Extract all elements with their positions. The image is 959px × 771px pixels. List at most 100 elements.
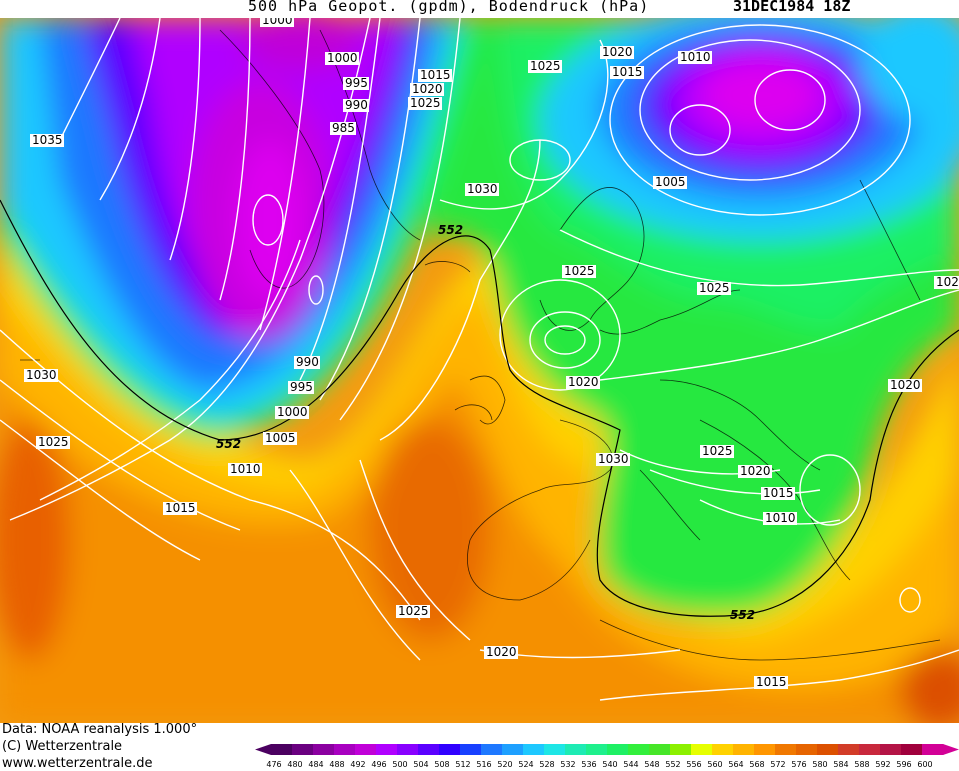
color-scale-swatch: [481, 744, 503, 755]
color-scale-ticks: 476 480 484 488 492 496 500 504 508 512 516 520 524 5…: [266, 760, 932, 769]
isobar-label: 995: [290, 380, 313, 394]
isobar-label: 1020: [486, 645, 517, 659]
color-scale-swatch: [880, 744, 902, 755]
color-scale-tick-label: 556: [686, 760, 701, 769]
isobar-label: 1005: [655, 175, 686, 189]
color-scale-swatch: [712, 744, 734, 755]
color-scale-swatch: [355, 744, 377, 755]
color-scale-tick-label: 588: [854, 760, 869, 769]
color-scale-arrow-left: [255, 744, 271, 755]
color-scale-tick-label: 504: [413, 760, 428, 769]
color-scale-tick-label: 488: [329, 760, 344, 769]
color-scale-swatch: [733, 744, 755, 755]
isobar-label: 1020: [568, 375, 599, 389]
color-scale-swatch: [292, 744, 314, 755]
color-scale-swatch: [775, 744, 797, 755]
color-scale-tick-label: 528: [539, 760, 554, 769]
data-source: Data: NOAA reanalysis 1.000°: [2, 722, 198, 737]
isobar-label: 1030: [598, 452, 629, 466]
color-scale-tick-label: 492: [350, 760, 365, 769]
contour-label-552: 552: [216, 437, 241, 451]
color-scale-tick-label: 572: [770, 760, 785, 769]
isobar-label: 1025: [564, 264, 595, 278]
color-scale-swatch: [628, 744, 650, 755]
color-scale-tick-label: 476: [266, 760, 281, 769]
color-scale-swatch: [460, 744, 482, 755]
color-scale-tick-label: 496: [371, 760, 386, 769]
contour-552-labels: 552 552 552: [216, 223, 755, 622]
color-scale-swatch: [376, 744, 398, 755]
coastlines: [20, 29, 941, 661]
color-scale-swatch: [817, 744, 839, 755]
color-scale-swatch: [754, 744, 776, 755]
color-scale-tick-label: 540: [602, 760, 617, 769]
color-scale-swatch: [271, 744, 293, 755]
color-scale-tick-label: 596: [896, 760, 911, 769]
color-scale-swatch: [691, 744, 713, 755]
isobar-label: 1025: [38, 435, 69, 449]
isobar-label: 1005: [265, 431, 296, 445]
contour-label-552: 552: [438, 223, 463, 237]
isobar-label: 1020: [740, 464, 771, 478]
isobar-label: 1015: [756, 675, 787, 689]
color-scale-tick-label: 508: [434, 760, 449, 769]
isobar-labels: 1000 1000 995 990 985 1015 1020 1025 103…: [24, 18, 959, 689]
color-scale-swatch: [439, 744, 461, 755]
color-scale-tick-label: 576: [791, 760, 806, 769]
color-scale-swatch: [796, 744, 818, 755]
contour-label-552: 552: [730, 608, 755, 622]
isobar-label: 1015: [420, 68, 451, 82]
color-scale-tick-label: 552: [665, 760, 680, 769]
isobar-label: 1035: [32, 133, 63, 147]
color-scale-swatch: [586, 744, 608, 755]
isobar-label: 1030: [26, 368, 57, 382]
color-scale-tick-label: 568: [749, 760, 764, 769]
isobar-label: 1010: [230, 462, 261, 476]
isobar-label: 1000: [327, 51, 358, 65]
isobar-label: 1025: [699, 281, 730, 295]
color-scale-arrow-right: [943, 744, 959, 755]
color-scale-swatch: [838, 744, 860, 755]
color-scale-tick-label: 584: [833, 760, 848, 769]
color-scale-tick-label: 560: [707, 760, 722, 769]
color-scale-swatch: [901, 744, 923, 755]
color-scale-tick-label: 536: [581, 760, 596, 769]
map-title: 500 hPa Geopot. (gpdm), Bodendruck (hPa): [248, 0, 650, 15]
map-datetime: 31DEC1984 18Z: [733, 0, 851, 15]
color-scale-tick-label: 532: [560, 760, 575, 769]
color-scale-tick-label: 520: [497, 760, 512, 769]
color-scale-tick-label: 580: [812, 760, 827, 769]
color-scale-tick-label: 544: [623, 760, 638, 769]
isobar-label: 990: [345, 98, 368, 112]
color-scale-swatch: [565, 744, 587, 755]
isobar-label: 1015: [612, 65, 643, 79]
color-scale-tick-label: 516: [476, 760, 491, 769]
isobar-label: 1010: [680, 50, 711, 64]
copyright: (C) Wetterzentrale: [2, 739, 123, 754]
color-scale-tick-label: 500: [392, 760, 407, 769]
isobar-label: 995: [345, 76, 368, 90]
color-scale-tick-label: 480: [287, 760, 302, 769]
color-scale-tick-label: 484: [308, 760, 323, 769]
color-scale-tick-label: 600: [917, 760, 932, 769]
color-scale-swatch: [859, 744, 881, 755]
geopotential-field: [0, 18, 959, 723]
color-scale-swatch: [523, 744, 545, 755]
color-scale-swatch: [418, 744, 440, 755]
weather-map: 1000 1000 995 990 985 1015 1020 1025 103…: [0, 18, 959, 723]
contour-552: [0, 199, 959, 617]
color-scale-swatch: [502, 744, 524, 755]
color-scale-swatch: [313, 744, 335, 755]
isobar-label: 990: [296, 355, 319, 369]
isobar-label: 1020: [412, 82, 443, 96]
color-scale-swatch: [649, 744, 671, 755]
color-scale-tick-label: 548: [644, 760, 659, 769]
color-scale-tick-label: 512: [455, 760, 470, 769]
color-scale-swatch: [670, 744, 692, 755]
isobar-label: 985: [332, 121, 355, 135]
isobar-label: 1010: [765, 511, 796, 525]
isobar-label: 1000: [277, 405, 308, 419]
map-header: 500 hPa Geopot. (gpdm), Bodendruck (hPa)…: [0, 0, 959, 18]
color-scale-swatch: [544, 744, 566, 755]
isobar-label: 1030: [467, 182, 498, 196]
